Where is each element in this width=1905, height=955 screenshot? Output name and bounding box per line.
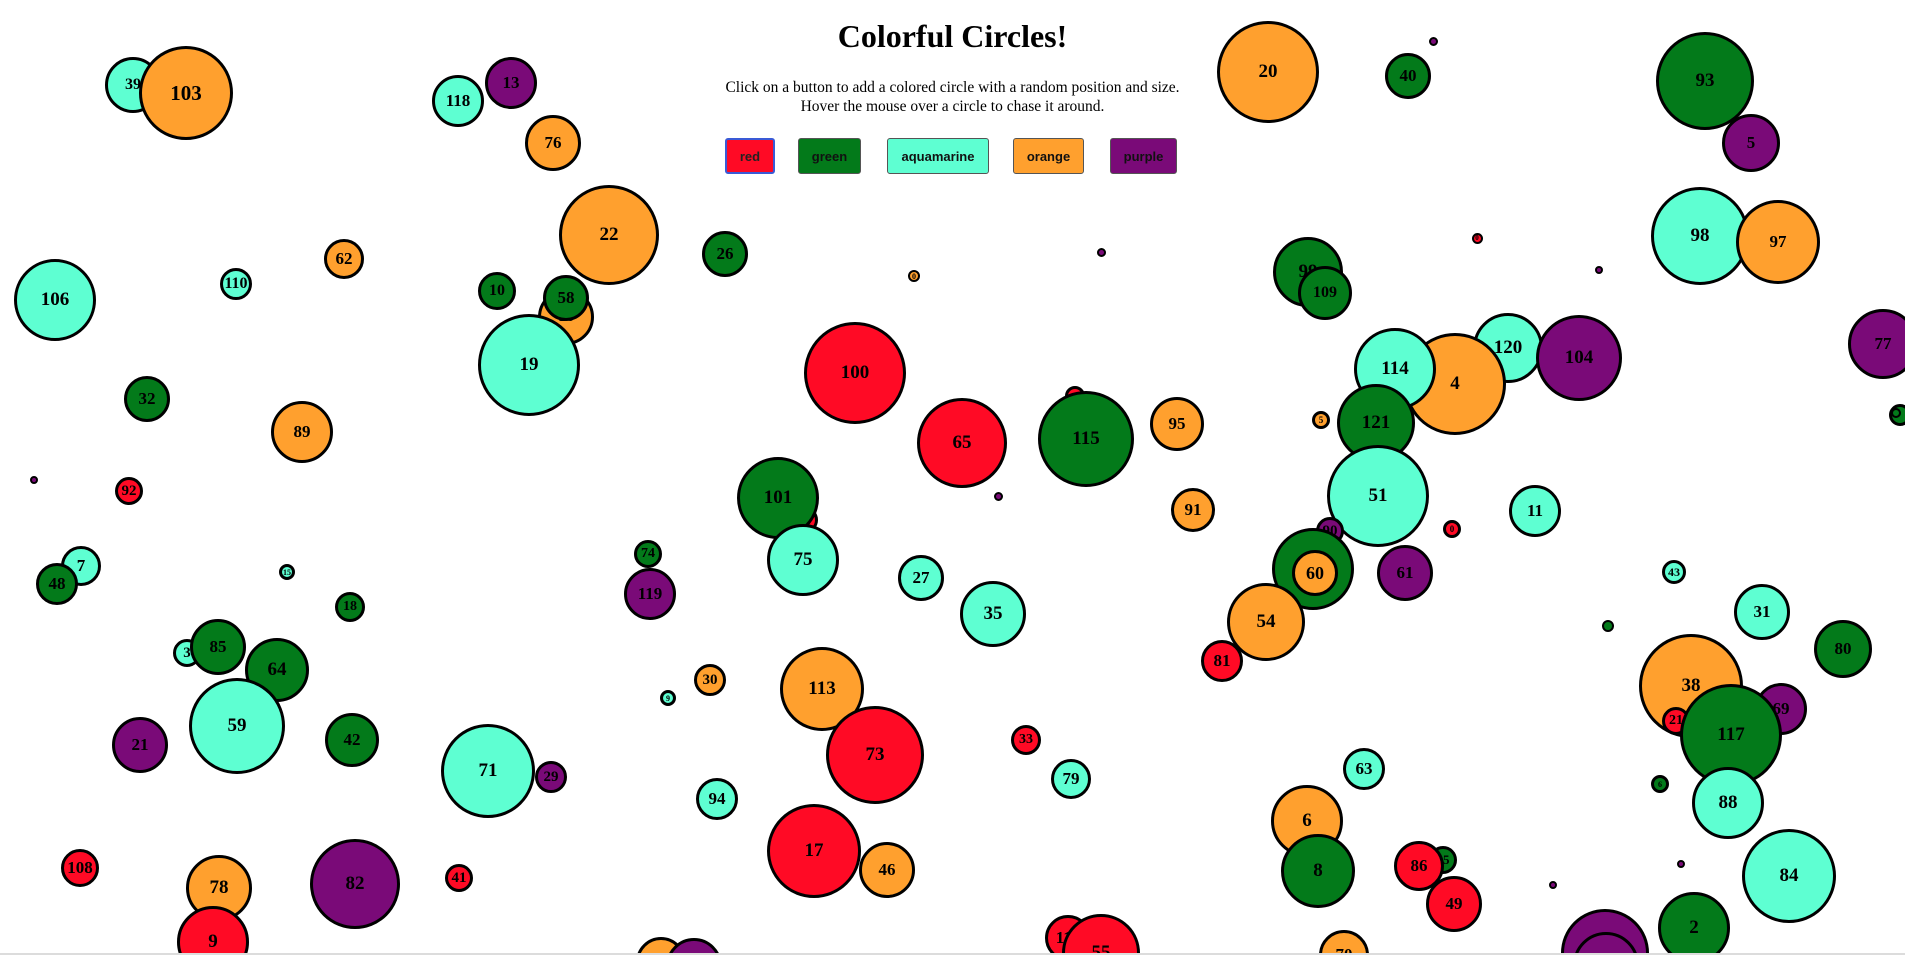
circle-77[interactable]: 77 xyxy=(1848,309,1905,379)
circle-51[interactable]: 51 xyxy=(1327,445,1429,547)
circle-94[interactable]: 94 xyxy=(696,778,738,820)
circle-purple[interactable] xyxy=(1595,266,1603,274)
circle-108[interactable]: 108 xyxy=(61,849,99,887)
circle-purple[interactable] xyxy=(1549,881,1557,889)
circle-2[interactable]: 2 xyxy=(1658,892,1730,953)
circle-73[interactable]: 73 xyxy=(826,706,924,804)
circle-82[interactable]: 82 xyxy=(310,839,400,929)
circle-95[interactable]: 95 xyxy=(1150,397,1204,451)
circle-59[interactable]: 59 xyxy=(189,678,285,774)
circle-71[interactable]: 71 xyxy=(441,724,535,818)
circle-75[interactable]: 75 xyxy=(767,524,839,596)
circle-purple[interactable] xyxy=(1677,860,1685,868)
circle-purple[interactable] xyxy=(993,491,1003,501)
circle-20[interactable]: 20 xyxy=(1217,21,1319,123)
circle-30[interactable]: 30 xyxy=(694,664,726,696)
circle-79[interactable]: 79 xyxy=(1051,759,1091,799)
circle-green[interactable] xyxy=(1602,620,1614,632)
circle-49[interactable]: 49 xyxy=(1426,876,1482,932)
circle-29[interactable]: 29 xyxy=(535,761,567,793)
circle-60[interactable]: 60 xyxy=(1292,550,1338,596)
circle-104[interactable]: 104 xyxy=(1536,315,1622,401)
circle-74[interactable]: 74 xyxy=(634,540,662,568)
circle-57[interactable]: 57 xyxy=(1272,528,1354,610)
circle-43[interactable]: 43 xyxy=(1662,560,1686,584)
bottom-divider xyxy=(0,953,1905,955)
circle-32[interactable]: 32 xyxy=(124,376,170,422)
circle-41[interactable]: 41 xyxy=(445,864,473,892)
circle-11[interactable]: 11 xyxy=(1509,485,1561,537)
circle-48[interactable]: 48 xyxy=(36,563,78,605)
circle-33[interactable]: 33 xyxy=(1011,725,1041,755)
circle-10[interactable]: 10 xyxy=(478,272,516,310)
circle-42[interactable]: 42 xyxy=(325,713,379,767)
circle-106[interactable]: 106 xyxy=(14,259,96,341)
circle-5[interactable]: 5 xyxy=(1722,114,1780,172)
circle-63[interactable]: 63 xyxy=(1343,748,1385,790)
circle-9[interactable]: 9 xyxy=(660,690,676,706)
circle-58[interactable]: 58 xyxy=(543,275,589,321)
circle-70[interactable]: 70 xyxy=(1319,930,1369,953)
circle-84[interactable]: 84 xyxy=(1742,829,1836,923)
circle-88[interactable]: 88 xyxy=(1692,767,1764,839)
circle-27[interactable]: 27 xyxy=(898,555,944,601)
circle-35[interactable]: 35 xyxy=(960,581,1026,647)
circle-103[interactable]: 103 xyxy=(139,46,233,140)
red-button[interactable]: red xyxy=(725,138,775,174)
purple-button[interactable]: purple xyxy=(1110,138,1177,174)
circle-26[interactable]: 26 xyxy=(702,231,748,277)
circle-76[interactable]: 76 xyxy=(525,115,581,171)
circle-113[interactable]: 113 xyxy=(780,647,864,731)
circle-118[interactable]: 118 xyxy=(432,75,484,127)
circle-65[interactable]: 65 xyxy=(917,398,1007,488)
circle-97[interactable]: 97 xyxy=(1736,200,1820,284)
circle-62[interactable]: 62 xyxy=(324,239,364,279)
circle-100[interactable]: 100 xyxy=(804,322,906,424)
circle-19[interactable]: 19 xyxy=(478,314,580,416)
circle-22[interactable]: 22 xyxy=(559,185,659,285)
instructions: Click on a button to add a colored circl… xyxy=(0,78,1905,116)
circle-6[interactable]: 6 xyxy=(1651,775,1669,793)
circle-46[interactable]: 46 xyxy=(859,842,915,898)
orange-button[interactable]: orange xyxy=(1013,138,1084,174)
circle-purple[interactable] xyxy=(1096,247,1106,257)
aquamarine-button[interactable]: aquamarine xyxy=(887,138,989,174)
circle-green[interactable] xyxy=(1891,408,1901,418)
circle-54[interactable]: 54 xyxy=(1227,583,1305,661)
circle-89[interactable]: 89 xyxy=(271,401,333,463)
circle-5[interactable]: 5 xyxy=(1312,411,1330,429)
page-title: Colorful Circles! xyxy=(837,18,1068,54)
circle-40[interactable]: 40 xyxy=(1385,53,1431,99)
circle-15[interactable]: 15 xyxy=(279,564,295,580)
instruction-line-1: Click on a button to add a colored circl… xyxy=(725,79,1180,96)
circle-31[interactable]: 31 xyxy=(1734,584,1790,640)
circle-91[interactable]: 91 xyxy=(1171,488,1215,532)
circle-93[interactable]: 93 xyxy=(1656,32,1754,130)
circle-purple[interactable] xyxy=(30,476,38,484)
circle-0[interactable]: 0 xyxy=(1471,232,1483,244)
circle-85[interactable]: 85 xyxy=(190,619,246,675)
circle-81[interactable]: 81 xyxy=(1201,640,1243,682)
circle-80[interactable]: 80 xyxy=(1814,620,1872,678)
circle-13[interactable]: 13 xyxy=(485,57,537,109)
circle-98[interactable]: 98 xyxy=(1651,187,1749,285)
circle-92[interactable]: 92 xyxy=(115,477,143,505)
green-button[interactable]: green xyxy=(798,138,861,174)
circle-119[interactable]: 119 xyxy=(624,568,676,620)
circle-115[interactable]: 115 xyxy=(1038,391,1134,487)
circle-0[interactable]: 0 xyxy=(908,270,920,282)
circle-17[interactable]: 17 xyxy=(767,804,861,898)
circle-110[interactable]: 110 xyxy=(220,268,252,300)
circle-9[interactable]: 9 xyxy=(177,906,249,953)
circle-18[interactable]: 18 xyxy=(335,592,365,622)
circle-109[interactable]: 109 xyxy=(1298,266,1352,320)
circle-8[interactable]: 8 xyxy=(1281,834,1355,908)
circle-61[interactable]: 61 xyxy=(1377,545,1433,601)
circle-purple[interactable] xyxy=(1428,36,1438,46)
circle-0[interactable]: 0 xyxy=(1443,520,1461,538)
instruction-line-2: Hover the mouse over a circle to chase i… xyxy=(800,98,1105,115)
circle-21[interactable]: 21 xyxy=(112,717,168,773)
